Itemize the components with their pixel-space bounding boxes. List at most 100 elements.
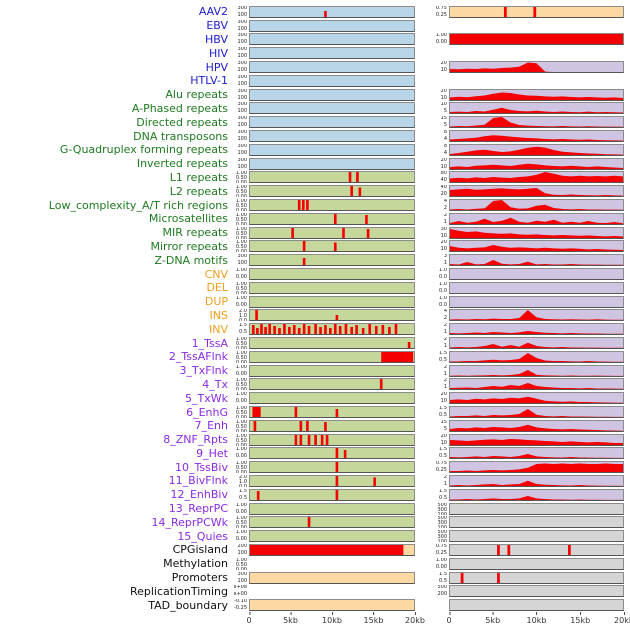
left-panel — [249, 240, 415, 253]
y-tick-label: 1.00 — [235, 378, 247, 384]
right-panel — [449, 474, 624, 487]
row-label-htlv-1: HTLV-1 — [190, 74, 228, 88]
right-panel — [449, 530, 624, 543]
left-y-ticks: 200 100 — [234, 544, 249, 556]
y-tick-label: 0.00 — [235, 428, 247, 432]
y-tick-label: 0.75 — [435, 461, 447, 467]
y-tick-label: 0.50 — [235, 410, 247, 416]
y-tick-label: 0.00 — [235, 387, 247, 391]
y-tick-label: 0.5 — [239, 494, 247, 501]
y-tick-label: 100 — [237, 25, 247, 32]
left-y-ticks: 1.00 0.00 — [234, 392, 249, 404]
right-y-ticks: 20 10 — [415, 61, 449, 73]
y-tick-label: 1.0 — [439, 268, 447, 274]
y-tick-label: 8 — [443, 143, 447, 149]
right-panel — [449, 143, 624, 156]
x-tick-label: 5kb — [283, 612, 298, 626]
left-y-ticks: 300 100 — [234, 6, 249, 18]
y-tick-label: 0.00 — [235, 470, 247, 474]
track-row-cpgisland: CPGisland 200 100 0.75 0.25 — [4, 543, 630, 557]
y-tick-label: 1.00 — [235, 337, 247, 343]
right-y-ticks — [415, 75, 449, 87]
panel-marks — [324, 10, 327, 17]
row-label-8-znf-rpts: 8_ZNF_Rpts — [163, 433, 228, 447]
panel-marks — [450, 454, 623, 459]
track-row-l2-repeats: L2 repeats 1.00 0.50 0.00 40 20 — [4, 184, 630, 198]
row-label-ebv: EBV — [206, 19, 228, 33]
y-tick-label: 1 — [443, 329, 447, 336]
y-tick-label: 10 — [440, 67, 447, 74]
y-tick-label: 100 — [237, 549, 247, 556]
row-label-methylation: Methylation — [163, 557, 228, 571]
right-y-ticks — [415, 20, 449, 32]
right-y-ticks: 1.0 0.0 — [415, 268, 449, 280]
y-tick-label: 500 — [437, 585, 447, 591]
y-tick-label: 0.25 — [435, 549, 447, 556]
y-tick-label: 0.00 — [435, 563, 447, 570]
row-label-directed-repeats: Directed repeats — [136, 115, 228, 129]
y-tick-label: 0.50 — [235, 230, 247, 237]
row-label-12-enhbiv: 12_EnhBiv — [170, 488, 228, 502]
y-tick-label: 10 — [440, 439, 447, 446]
right-y-ticks: 1.5 0.5 — [415, 489, 449, 501]
y-tick-label: 0.50 — [235, 216, 247, 223]
left-y-ticks: 1.00 0.50 0.00 — [234, 213, 249, 225]
y-tick-label: 100 — [237, 53, 247, 60]
panel-marks — [251, 324, 398, 335]
left-panel — [249, 19, 415, 32]
panel-marks — [450, 559, 623, 569]
right-panel — [449, 199, 624, 212]
left-panel — [249, 212, 415, 225]
panel-marks — [450, 245, 623, 252]
panel-marks — [250, 131, 414, 141]
y-tick-label: 1.0 — [439, 295, 447, 301]
y-tick-label: 20 — [440, 191, 447, 198]
track-row-hiv: HIV 300 100 — [4, 46, 630, 60]
right-panel — [449, 392, 624, 405]
y-tick-label: 500 — [437, 502, 447, 508]
left-y-ticks: 300 100 — [234, 33, 249, 45]
left-y-ticks: 1.00 0.00 — [234, 365, 249, 377]
left-y-ticks: 1.00 0.00 — [234, 503, 249, 515]
x-tick-label: 5kb — [485, 612, 501, 626]
y-tick-label: 10 — [440, 163, 447, 170]
right-y-ticks: 1.5 0.5 — [415, 406, 449, 418]
y-tick-label: 0.50 — [235, 465, 247, 472]
y-tick-label: 0.0 — [439, 287, 447, 294]
panel-marks — [250, 48, 414, 58]
x-tick-label: 15kb — [363, 612, 384, 626]
left-y-ticks: -0.10 -0.25 — [234, 599, 249, 611]
left-panel — [249, 364, 415, 377]
left-panel — [249, 488, 415, 501]
y-tick-label: 0.75 — [435, 543, 447, 549]
left-panel — [249, 502, 415, 515]
panel-marks — [450, 310, 623, 321]
panel-marks — [450, 283, 623, 293]
y-tick-label: 3 — [443, 254, 447, 260]
x-tick-label: 0 — [446, 612, 452, 626]
row-label-inverted-repeats: Inverted repeats — [136, 157, 228, 171]
right-y-ticks — [415, 599, 449, 611]
track-row-cnv: CNV 1.00 0.00 1.0 0.0 — [4, 267, 630, 281]
right-y-ticks: 500 300 100 — [415, 516, 449, 528]
y-tick-label: 0.00 — [235, 525, 247, 529]
right-panel — [449, 378, 624, 391]
left-y-ticks: 1.00 0.50 0.00 — [234, 461, 249, 473]
right-panel — [449, 185, 624, 198]
y-tick-label: 0.00 — [235, 290, 247, 294]
track-row-14-reprpcwk: 14_ReprPCWk 1.00 0.50 0.00 500 300 100 — [4, 515, 630, 529]
y-tick-label: 100 — [237, 108, 247, 115]
panel-marks — [250, 117, 414, 127]
track-row-6-enhg: 6_EnhG 1.00 0.50 0.00 1.5 0.5 — [4, 405, 630, 419]
y-tick-label: 100 — [237, 39, 247, 46]
right-panel — [449, 281, 624, 294]
left-y-ticks: 1.00 0.50 0.00 — [234, 282, 249, 294]
row-label-9-het: 9_Het — [196, 446, 228, 460]
right-panel — [449, 488, 624, 501]
y-tick-label: 300 — [437, 534, 447, 541]
right-panel — [449, 212, 624, 225]
